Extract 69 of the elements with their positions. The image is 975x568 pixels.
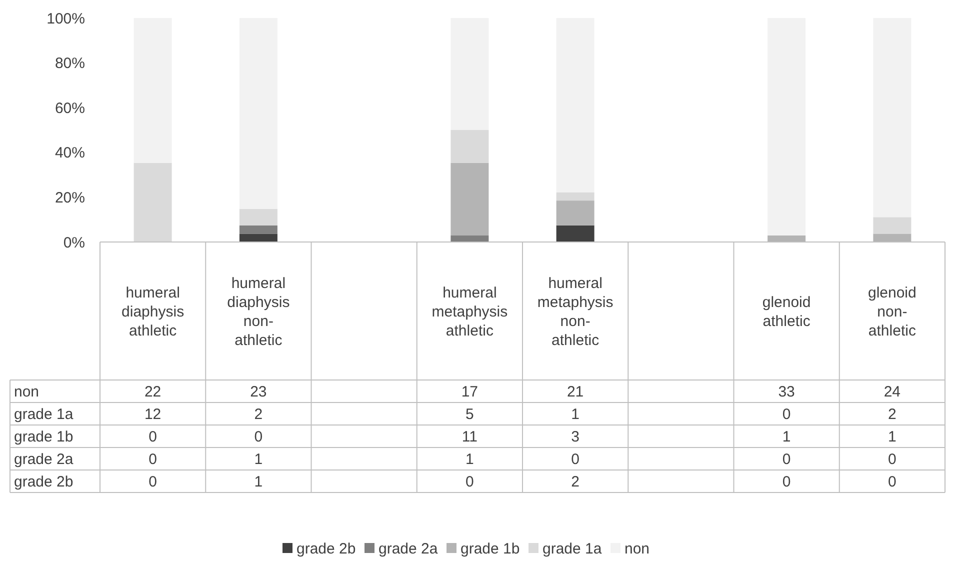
text: 2 (571, 474, 580, 490)
text: 0 (782, 451, 791, 468)
bar (239, 225, 278, 234)
bar (556, 192, 594, 201)
text: 22 (144, 384, 162, 400)
y-tick-label: 100% (46, 10, 85, 28)
text: 0 (466, 474, 474, 490)
text: 12 (144, 406, 162, 423)
text: 2 (254, 406, 263, 423)
text: 1 (254, 474, 263, 490)
bar (239, 18, 278, 209)
legend-label: grade 2a (378, 540, 438, 558)
text: 0 (888, 451, 896, 468)
bar (450, 130, 489, 163)
text: non (14, 384, 40, 400)
text: 24 (884, 384, 901, 400)
text: 0 (148, 428, 157, 446)
text: 3 (571, 428, 580, 446)
text: 1 (571, 406, 580, 423)
y-tick-label: 0% (63, 234, 85, 252)
bar (873, 18, 912, 218)
bar (556, 225, 594, 242)
x-tick-label: humeral diaphysis non-athletic (227, 274, 290, 349)
y-tick-label: 40% (54, 144, 85, 162)
bar (450, 236, 489, 242)
text: 1 (254, 451, 263, 468)
legend-label: grade 2b (296, 540, 356, 558)
text: grade 1a (14, 406, 74, 423)
text: 1 (782, 428, 791, 446)
legend-label: grade 1a (542, 540, 602, 558)
text: 1 (888, 428, 896, 446)
text: grade 1b (14, 428, 74, 446)
bar (873, 217, 912, 234)
text: 0 (148, 451, 157, 468)
text: 0 (782, 406, 791, 423)
text: grade 2a (14, 451, 74, 468)
text: 0 (571, 451, 580, 468)
x-tick-label: glenoid athletic (762, 294, 811, 330)
text: 33 (778, 384, 795, 400)
bar (450, 162, 489, 236)
text: 1 (466, 451, 474, 468)
x-tick-label: humeral metaphysis non-athletic (537, 274, 614, 349)
y-tick-label: 80% (54, 55, 85, 72)
x-tick-label: humeral metaphysis athletic (432, 284, 508, 340)
text: 17 (461, 384, 478, 400)
text: 0 (888, 474, 896, 490)
x-tick-label: glenoid non-athletic (868, 284, 916, 340)
x-tick-label: humeral diaphysis athletic (122, 284, 184, 340)
text: 2 (888, 406, 896, 423)
text: 21 (566, 384, 584, 400)
bar (768, 18, 806, 236)
text: 0 (782, 474, 791, 490)
text: 5 (466, 406, 474, 423)
bar (556, 200, 594, 226)
text: 0 (254, 428, 263, 446)
legend-label: non (624, 540, 650, 558)
text: grade 2b (14, 474, 74, 490)
bar (239, 208, 278, 226)
text: 0 (148, 474, 157, 490)
bar (239, 234, 278, 242)
bar (134, 18, 172, 163)
y-tick-label: 60% (54, 100, 85, 117)
bar (450, 18, 489, 130)
bar (556, 18, 594, 192)
legend-label: grade 1b (460, 540, 520, 558)
text: 23 (250, 384, 267, 400)
text: 11 (462, 428, 478, 446)
y-tick-label: 20% (54, 189, 85, 206)
bar (134, 162, 172, 242)
